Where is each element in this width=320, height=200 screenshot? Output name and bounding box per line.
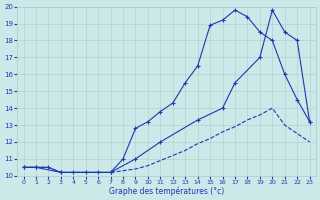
X-axis label: Graphe des températures (°c): Graphe des températures (°c) <box>109 186 224 196</box>
